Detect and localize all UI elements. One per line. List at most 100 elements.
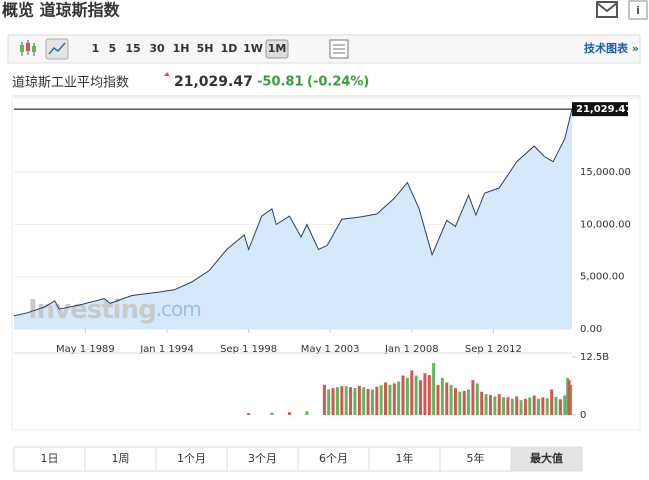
price-line xyxy=(13,108,573,317)
volume-bar xyxy=(475,383,479,415)
range-button[interactable] xyxy=(13,446,86,472)
tech-chart-link[interactable]: 技术图表 » xyxy=(584,41,639,55)
interval-button[interactable]: 1M xyxy=(268,42,287,55)
range-button[interactable] xyxy=(297,446,370,472)
volume-bar xyxy=(375,386,379,415)
volume-bar xyxy=(471,380,475,415)
volume-bar xyxy=(370,389,374,415)
volume-bar xyxy=(344,386,348,415)
quote-price: 21,029.47 xyxy=(174,74,253,90)
last-price-tag xyxy=(572,102,628,117)
volume-bar xyxy=(353,388,357,415)
volume-bar xyxy=(480,391,484,415)
y-tick-label: 15,000.00 xyxy=(580,167,631,178)
watermark: Investing.com xyxy=(28,295,201,325)
range-button[interactable] xyxy=(368,446,441,472)
volume-bar xyxy=(528,397,532,415)
volume-bar xyxy=(449,384,453,415)
volume-bar xyxy=(401,375,405,415)
y-tick-label: 5,000.00 xyxy=(580,272,625,283)
volume-bar xyxy=(545,398,549,415)
volume-bar xyxy=(436,384,440,415)
volume-bar xyxy=(287,412,291,415)
volume-bar xyxy=(384,382,388,415)
range-label[interactable]: 1周 xyxy=(112,452,130,465)
last-price-label: 21,029.47 xyxy=(576,104,632,115)
candle-icon[interactable] xyxy=(20,40,36,56)
interval-button[interactable]: 30 xyxy=(149,42,165,55)
volume-bar xyxy=(523,398,527,415)
volume-bar xyxy=(453,388,457,415)
y-tick-label: 0.00 xyxy=(580,324,602,335)
x-tick-label: May 1 1989 xyxy=(56,344,115,355)
volume-bar xyxy=(488,395,492,415)
volume-bar xyxy=(515,396,519,415)
volume-bar xyxy=(362,387,366,415)
volume-bar xyxy=(427,375,431,415)
volume-bar xyxy=(567,380,571,415)
range-button[interactable] xyxy=(155,446,228,472)
y-tick-label: 12.5B xyxy=(580,352,609,363)
volume-bar xyxy=(331,388,335,415)
volume-bar xyxy=(550,389,554,415)
range-label[interactable]: 1个月 xyxy=(177,452,206,465)
settings-icon[interactable] xyxy=(329,39,349,59)
interval-button-bg[interactable] xyxy=(265,39,289,59)
volume-bar xyxy=(405,377,409,415)
volume-bar xyxy=(558,399,562,415)
volume-bar xyxy=(484,394,488,415)
volume-bar xyxy=(423,373,427,415)
volume-bar xyxy=(366,389,370,415)
volume-bar xyxy=(532,395,536,415)
volume-bar xyxy=(410,370,414,415)
x-tick-label: Sep 1 2012 xyxy=(465,344,522,355)
svg-text:i: i xyxy=(636,4,640,17)
info-icon[interactable]: i xyxy=(628,0,648,20)
range-label[interactable]: 1年 xyxy=(396,451,414,465)
volume-bar xyxy=(563,395,567,415)
interval-button[interactable]: 15 xyxy=(125,42,140,55)
interval-button[interactable]: 1D xyxy=(221,42,238,55)
volume-bar xyxy=(327,389,331,415)
toolbar xyxy=(7,34,641,64)
line-icon[interactable] xyxy=(45,38,69,60)
down-arrow xyxy=(164,72,170,76)
range-label[interactable]: 最大值 xyxy=(530,451,563,465)
range-label[interactable]: 5年 xyxy=(467,451,485,465)
volume-bar xyxy=(541,397,545,415)
volume-bar xyxy=(506,397,510,415)
range-button[interactable] xyxy=(510,446,583,472)
chart-frame xyxy=(11,97,641,431)
x-tick-label: Jan 1 2008 xyxy=(384,344,439,355)
x-tick-label: May 1 2003 xyxy=(301,344,360,355)
volume-bar xyxy=(340,386,344,415)
range-label[interactable]: 6个月 xyxy=(319,452,348,465)
volume-bar xyxy=(510,398,514,415)
volume-bar xyxy=(305,411,309,415)
interval-button[interactable]: 1 xyxy=(92,42,100,55)
page-title: 概览 道琼斯指数 xyxy=(2,1,121,20)
interval-button[interactable]: 1H xyxy=(173,42,190,55)
watermark-main: Investing xyxy=(28,295,156,325)
interval-button[interactable]: 5 xyxy=(109,42,117,55)
volume-bar xyxy=(388,384,392,415)
range-label[interactable]: 1日 xyxy=(41,452,59,465)
price-area xyxy=(14,109,572,329)
volume-bar xyxy=(418,380,422,415)
watermark-domain: .com xyxy=(156,297,201,321)
range-button[interactable] xyxy=(439,446,512,472)
volume-bar xyxy=(322,384,326,415)
range-button[interactable] xyxy=(84,446,157,472)
volume-bar xyxy=(414,375,418,415)
volume-bar xyxy=(462,390,466,415)
range-label[interactable]: 3个月 xyxy=(248,452,277,465)
interval-button[interactable]: 5H xyxy=(197,42,214,55)
volume-bar xyxy=(458,391,462,415)
volume-bar xyxy=(493,396,497,415)
mail-icon[interactable] xyxy=(596,1,618,18)
volume-bar xyxy=(349,387,353,415)
interval-button[interactable]: 1W xyxy=(243,42,263,55)
volume-bar xyxy=(467,389,471,415)
volume-bar xyxy=(392,383,396,415)
